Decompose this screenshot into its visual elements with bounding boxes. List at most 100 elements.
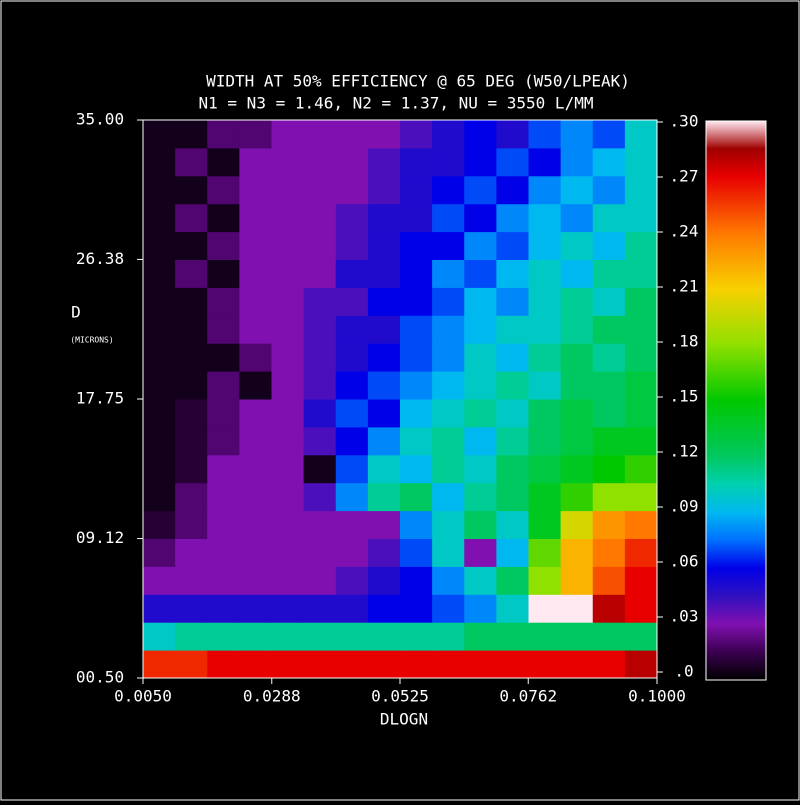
y-tick-label: 17.75	[76, 389, 124, 408]
heatmap-cell	[143, 538, 176, 567]
heatmap-cell	[464, 287, 497, 316]
heatmap-cell	[143, 566, 176, 595]
heatmap-cell	[624, 399, 658, 428]
heatmap-cell	[143, 454, 176, 484]
heatmap-cell	[303, 426, 337, 456]
colorbar-tick-label: .03	[670, 607, 699, 626]
heatmap-cell	[175, 147, 208, 177]
heatmap-cell	[271, 120, 305, 149]
heatmap-cell	[335, 622, 369, 651]
heatmap-cell	[592, 231, 626, 260]
heatmap-cell	[367, 203, 401, 233]
heatmap-cell	[400, 594, 433, 623]
heatmap-cell	[303, 594, 337, 623]
heatmap-cell	[432, 259, 465, 288]
heatmap-cell	[624, 315, 658, 344]
y-tick-label: 09.12	[76, 528, 124, 547]
heatmap-cell	[207, 482, 240, 512]
heatmap-cell	[624, 231, 658, 260]
heatmap-cell	[303, 622, 337, 651]
heatmap-cell	[400, 315, 433, 344]
heatmap-cell	[400, 622, 433, 651]
heatmap-cell	[367, 343, 401, 372]
heatmap-cell	[143, 203, 176, 233]
heatmap-cell	[143, 510, 176, 539]
heatmap-cell	[271, 482, 305, 512]
colorbar-tick-label: .24	[670, 222, 699, 241]
colorbar-tick-label: .0	[674, 662, 693, 681]
heatmap-cell	[592, 538, 626, 567]
heatmap-cell	[496, 622, 529, 651]
heatmap-cell	[207, 566, 240, 595]
heatmap-cell	[175, 399, 208, 428]
heatmap-cell	[528, 203, 562, 233]
heatmap-cell	[303, 120, 337, 149]
heatmap-cell	[400, 147, 433, 177]
heatmap-cell	[367, 426, 401, 456]
heatmap-cell	[239, 454, 272, 484]
heatmap-cell	[335, 454, 369, 484]
heatmap-cell	[335, 482, 369, 512]
heatmap-cell	[432, 650, 465, 679]
heatmap-cell	[239, 482, 272, 512]
heatmap-cell	[528, 650, 562, 679]
heatmap-cell	[528, 147, 562, 177]
heatmap-cell	[496, 175, 529, 205]
heatmap-cell	[464, 650, 497, 679]
heatmap-cell	[624, 120, 658, 149]
heatmap-cell	[464, 203, 497, 233]
heatmap-cell	[175, 315, 208, 344]
heatmap-cell	[207, 147, 240, 177]
heatmap-cell	[400, 566, 433, 595]
heatmap-cell	[592, 454, 626, 484]
heatmap-cell	[624, 622, 658, 651]
heatmap-cell	[271, 399, 305, 428]
heatmap-cell	[624, 482, 658, 512]
heatmap-cell	[175, 594, 208, 623]
heatmap-cell	[303, 371, 337, 400]
heatmap-cell	[143, 343, 176, 372]
heatmap-cell	[303, 510, 337, 539]
heatmap-cell	[271, 175, 305, 205]
heatmap-cell	[207, 622, 240, 651]
heatmap-cell	[207, 175, 240, 205]
heatmap-cell	[175, 426, 208, 456]
heatmap-cell	[624, 538, 658, 567]
heatmap-cell	[175, 259, 208, 288]
heatmap-cell	[303, 147, 337, 177]
heatmap-cell	[303, 566, 337, 595]
heatmap-cell	[367, 399, 401, 428]
heatmap-cell	[592, 315, 626, 344]
colorbar-tick-label: .21	[670, 277, 699, 296]
heatmap-cell	[207, 454, 240, 484]
y-tick-label: 00.50	[76, 668, 124, 687]
heatmap-cell	[303, 482, 337, 512]
x-tick-label: 0.0288	[243, 687, 301, 706]
heatmap-cell	[528, 538, 562, 567]
heatmap-cell	[271, 315, 305, 344]
heatmap-cell	[464, 426, 497, 456]
heatmap-cell	[496, 538, 529, 567]
heatmap-cell	[560, 566, 594, 595]
heatmap-cell	[592, 426, 626, 456]
heatmap-cell	[207, 510, 240, 539]
heatmap-cell	[592, 343, 626, 372]
heatmap-cell	[560, 594, 594, 623]
heatmap-cell	[367, 287, 401, 316]
heatmap-cell	[303, 175, 337, 205]
heatmap-cell	[143, 120, 176, 149]
heatmap-cell	[560, 510, 594, 539]
heatmap-cell	[560, 371, 594, 400]
heatmap-cell	[624, 426, 658, 456]
heatmap-cell	[207, 371, 240, 400]
heatmap-cell	[335, 594, 369, 623]
heatmap-cell	[175, 120, 208, 149]
heatmap-cell	[560, 315, 594, 344]
heatmap-cell	[239, 175, 272, 205]
heatmap-cell	[367, 315, 401, 344]
heatmap-cell	[560, 203, 594, 233]
heatmap-cell	[560, 120, 594, 149]
heatmap-cell	[239, 538, 272, 567]
heatmap-cell	[367, 566, 401, 595]
heatmap-cell	[624, 203, 658, 233]
